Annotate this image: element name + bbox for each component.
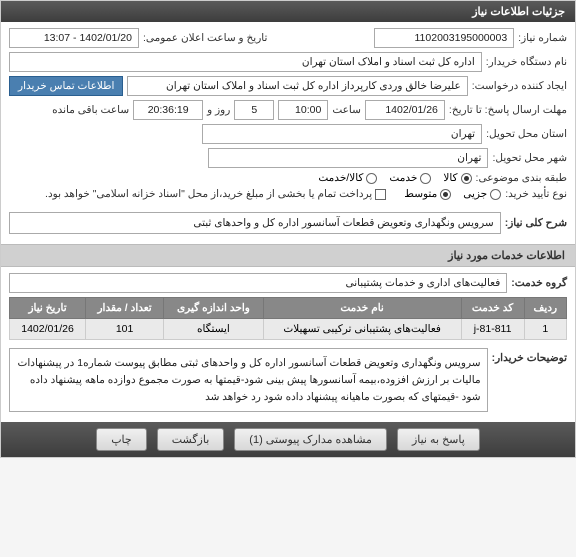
need-no-value: 1102003195000003 [374,28,514,48]
radio-service-label: خدمت [389,172,417,184]
table-row: 1 j-81-811 فعالیت‌های پشتیبانی ترکیبی تس… [10,319,567,340]
time-label-1: ساعت [332,104,361,116]
reply-button[interactable]: پاسخ به نیاز [397,428,480,451]
print-button[interactable]: چاپ [96,428,147,451]
td-qty: 101 [86,319,164,340]
radio-medium[interactable] [440,189,451,200]
th-date: تاریخ نیاز [10,298,86,319]
delivery-province-label: استان محل تحویل: [486,128,567,140]
radio-partial[interactable] [490,189,501,200]
radio-goods-label: کالا [443,172,457,184]
td-name: فعالیت‌های پشتیبانی ترکیبی تسهیلات [263,319,461,340]
radio-goods-service-label: کالا/خدمت [318,172,363,184]
th-qty: تعداد / مقدار [86,298,164,319]
service-group-label: گروه خدمت: [511,277,567,289]
th-code: کد خدمت [461,298,524,319]
td-row: 1 [524,319,566,340]
requester-label: ایجاد کننده درخواست: [472,80,567,92]
radio-goods-service[interactable] [366,173,377,184]
radio-service[interactable] [420,173,431,184]
general-desc-label: شرح کلی نیاز: [505,217,567,229]
td-unit: ایستگاه [164,319,264,340]
footer-toolbar: پاسخ به نیاز مشاهده مدارک پیوستی (1) باز… [1,422,575,457]
classification-label: طبقه بندی موضوعی: [476,172,567,184]
announce-label: تاریخ و ساعت اعلان عمومی: [143,32,267,44]
deadline-date: 1402/01/26 [365,100,445,120]
th-row: ردیف [524,298,566,319]
services-table: ردیف کد خدمت نام خدمت واحد اندازه گیری ت… [9,297,567,340]
buyer-org-label: نام دستگاه خریدار: [486,56,567,68]
deadline-label: مهلت ارسال پاسخ: تا تاریخ: [449,104,567,116]
radio-goods[interactable] [461,173,472,184]
approval-note: پرداخت تمام یا بخشی از مبلغ خرید،از محل … [45,188,372,200]
remaining-label: ساعت باقی مانده [52,104,129,116]
buyer-desc-label: توضیحات خریدار: [492,348,567,364]
announce-value: 1402/01/20 - 13:07 [9,28,139,48]
requester-value: علیرضا خالق وردی کارپرداز اداره کل ثبت ا… [127,76,467,96]
panel-title: جزئیات اطلاعات نیاز [1,1,575,22]
services-header: اطلاعات خدمات مورد نیاز [1,244,575,267]
radio-medium-label: متوسط [404,188,437,200]
approval-group: جزیی متوسط [404,188,501,200]
check-treasury[interactable] [375,189,386,200]
days-count: 5 [234,100,274,120]
approval-type-label: نوع تأیید خرید: [505,188,567,200]
back-button[interactable]: بازگشت [157,428,225,451]
days-and-label: روز و [207,104,230,116]
td-code: j-81-811 [461,319,524,340]
need-no-label: شماره نیاز: [518,32,567,44]
general-desc: سرویس ونگهداری وتعویض قطعات آسانسور ادار… [9,212,501,234]
deadline-time: 10:00 [278,100,328,120]
buyer-org-value: اداره کل ثبت اسناد و املاک استان تهران [9,52,482,72]
contact-buyer-link[interactable]: اطلاعات تماس خریدار [9,76,123,96]
buyer-desc: سرویس ونگهداری وتعویض قطعات آسانسور ادار… [9,348,488,412]
th-name: نام خدمت [263,298,461,319]
delivery-city-label: شهر محل تحویل: [492,152,567,164]
delivery-city: تهران [208,148,488,168]
radio-partial-label: جزیی [463,188,487,200]
attachments-button[interactable]: مشاهده مدارک پیوستی (1) [234,428,387,451]
countdown: 20:36:19 [133,100,203,120]
service-group-value: فعالیت‌های اداری و خدمات پشتیبانی [9,273,507,293]
td-date: 1402/01/26 [10,319,86,340]
delivery-province: تهران [202,124,482,144]
classification-group: کالا خدمت کالا/خدمت [318,172,471,184]
th-unit: واحد اندازه گیری [164,298,264,319]
